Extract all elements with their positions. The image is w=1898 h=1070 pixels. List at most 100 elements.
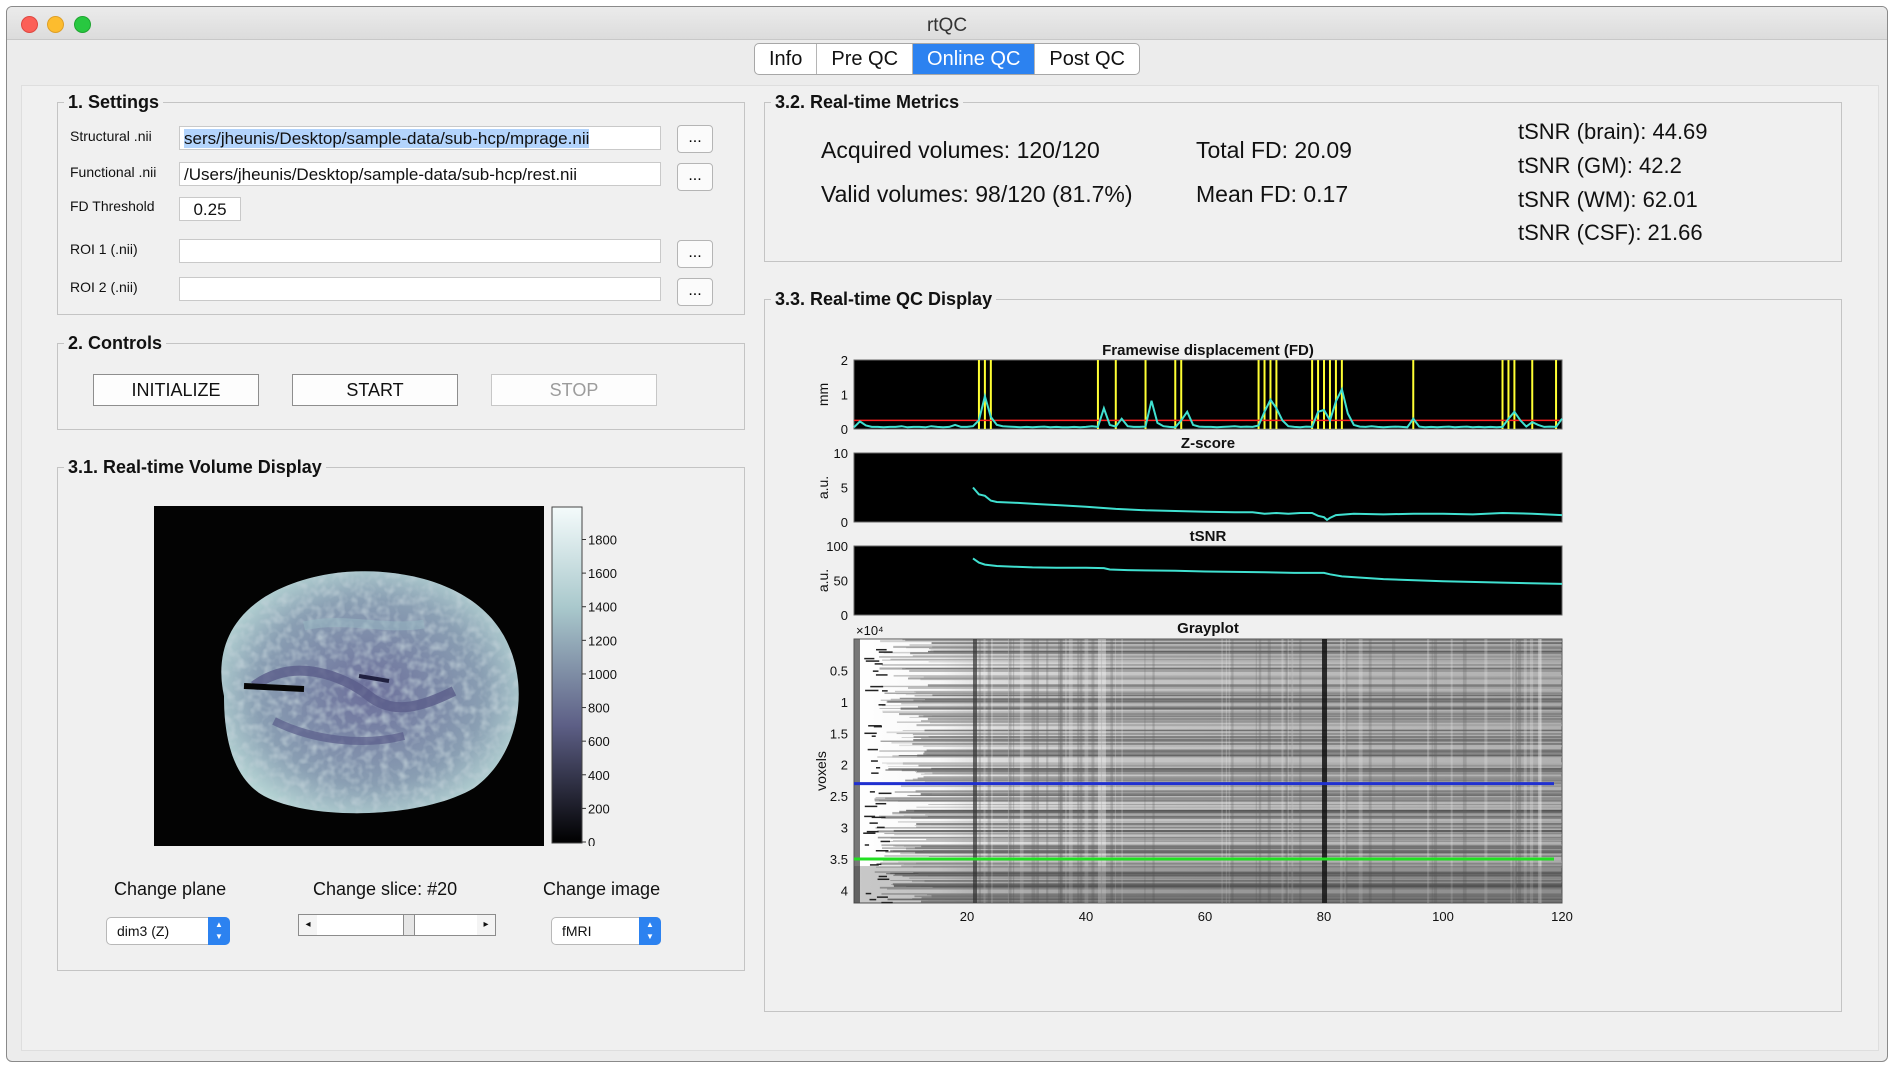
fd-ytick-label: 1: [841, 388, 848, 403]
stop-button[interactable]: STOP: [491, 374, 657, 406]
image-dropdown[interactable]: fMRI ▲ ▼: [551, 917, 661, 945]
colorbar-tick-label: 1800: [588, 533, 617, 548]
roi1-browse-button[interactable]: ...: [677, 240, 713, 268]
qc-plots: Framewise displacement (FD) 0 1 2 mm Z-score 0…: [765, 300, 1839, 1009]
grayplot-ytick-label: 1: [841, 695, 848, 710]
zscore-chart: Z-score0510a.u.: [815, 435, 1562, 530]
chevron-updown-icon: ▲ ▼: [639, 917, 661, 945]
slider-thumb[interactable]: [403, 915, 415, 935]
settings-title: 1. Settings: [64, 92, 163, 113]
zscore-title: Z-score: [1181, 435, 1235, 452]
tsnr-brain: tSNR (brain): 44.69: [1518, 119, 1708, 145]
grayplot-ytick-label: 1.5: [830, 726, 848, 741]
colorbar-tick-label: 600: [588, 734, 610, 749]
fd-ylabel: mm: [815, 383, 831, 406]
grayplot-ytick-label: 2: [841, 758, 848, 773]
grayplot-ylabel: voxels: [813, 751, 829, 791]
change-slice-label: Change slice: #20: [313, 879, 457, 900]
colorbar-tick-label: 1400: [588, 600, 617, 615]
window-title: rtQC: [7, 15, 1887, 37]
roi2-field[interactable]: [179, 277, 661, 301]
initialize-button[interactable]: INITIALIZE: [93, 374, 259, 406]
roi2-label: ROI 2 (.nii): [70, 279, 138, 295]
acquired-volumes: Acquired volumes: 120/120: [821, 137, 1100, 164]
colorbar-tick-label: 400: [588, 768, 610, 783]
slider-right-arrow-icon[interactable]: ▸: [477, 915, 495, 935]
grayplot-xtick-label: 60: [1198, 909, 1212, 924]
functional-field[interactable]: /Users/jheunis/Desktop/sample-data/sub-h…: [179, 162, 661, 186]
tsnr-wm: tSNR (WM): 62.01: [1518, 187, 1698, 213]
slice-slider[interactable]: ◂ ▸: [298, 914, 496, 936]
fd-threshold-field[interactable]: 0.25: [179, 197, 241, 221]
tab-online-qc[interactable]: Online QC: [913, 44, 1035, 74]
zscore-ytick-label: 5: [841, 481, 848, 496]
total-fd: Total FD: 20.09: [1196, 137, 1352, 164]
online-qc-panel: 1. Settings Structural .nii sers/jheunis…: [21, 85, 1879, 1051]
qc-display-group: 3.3. Real-time QC Display Framewise disp…: [764, 299, 1842, 1012]
grayplot-ytick-label: 3.5: [830, 852, 848, 867]
grayplot-chart: Grayplot 0.5 1 1.5 2 2.5 3 3.5 4 20 40 60 80 100 120 ×1…: [813, 620, 1573, 924]
fd-title: Framewise displacement (FD): [1102, 342, 1314, 359]
colorbar-tick-label: 1000: [588, 667, 617, 682]
colorbar: 1800 1600 1400 1200 1000 800 600 400 200 0: [551, 506, 641, 846]
structural-field[interactable]: sers/jheunis/Desktop/sample-data/sub-hcp…: [179, 126, 661, 150]
colorbar-tick-label: 200: [588, 801, 610, 816]
structural-label: Structural .nii: [70, 128, 152, 144]
functional-label: Functional .nii: [70, 164, 156, 180]
tsnr-plot-area: [854, 546, 1562, 615]
metrics-title: 3.2. Real-time Metrics: [771, 92, 963, 113]
tab-post-qc[interactable]: Post QC: [1035, 44, 1139, 74]
grayplot-ytick-label: 2.5: [830, 789, 848, 804]
slider-left-arrow-icon[interactable]: ◂: [299, 915, 317, 935]
functional-value: /Users/jheunis/Desktop/sample-data/sub-h…: [184, 165, 577, 184]
zscore-ytick-label: 0: [841, 515, 848, 530]
colorbar-tick-label: 0: [588, 835, 595, 846]
fd-ytick-label: 2: [841, 353, 848, 368]
grayplot-ytick-label: 3: [841, 821, 848, 836]
metrics-group: 3.2. Real-time Metrics Acquired volumes:…: [764, 102, 1842, 262]
fd-chart: Framewise displacement (FD) 0 1 2 mm: [815, 342, 1562, 437]
controls-group: 2. Controls INITIALIZE START STOP: [57, 343, 745, 430]
tab-bar: Info Pre QC Online QC Post QC: [754, 43, 1140, 75]
plane-dropdown[interactable]: dim3 (Z) ▲ ▼: [106, 917, 230, 945]
tab-pre-qc[interactable]: Pre QC: [817, 44, 913, 74]
valid-volumes: Valid volumes: 98/120 (81.7%): [821, 181, 1133, 208]
structural-browse-button[interactable]: ...: [677, 125, 713, 153]
brain-slice-image: [154, 506, 544, 846]
grayplot-ytick-label: 4: [841, 883, 848, 898]
grayplot-texture: [854, 639, 1562, 903]
plane-value: dim3 (Z): [117, 923, 169, 939]
start-button[interactable]: START: [292, 374, 458, 406]
tsnr-ylabel: a.u.: [815, 569, 831, 592]
roi1-field[interactable]: [179, 239, 661, 263]
tsnr-chart: tSNR 0 50 100 a.u.: [815, 528, 1562, 623]
structural-value: sers/jheunis/Desktop/sample-data/sub-hcp…: [184, 129, 589, 148]
title-bar: rtQC: [7, 7, 1887, 40]
controls-title: 2. Controls: [64, 333, 166, 354]
grayplot-xtick-label: 40: [1079, 909, 1093, 924]
fd-threshold-label: FD Threshold: [70, 198, 155, 214]
volume-display-title: 3.1. Real-time Volume Display: [64, 457, 326, 478]
zscore-ylabel: a.u.: [815, 476, 831, 499]
grayplot-yscale-label: ×10⁴: [856, 623, 884, 638]
grayplot-title: Grayplot: [1177, 620, 1239, 637]
grayplot-ytick-label: 0.5: [830, 663, 848, 678]
colorbar-tick-label: 1200: [588, 633, 617, 648]
grayplot-xtick-label: 20: [960, 909, 974, 924]
colorbar-ticks: 1800 1600 1400 1200 1000 800 600 400 200 0: [582, 533, 617, 847]
tsnr-ytick-label: 50: [834, 574, 848, 589]
settings-group: 1. Settings Structural .nii sers/jheunis…: [57, 102, 745, 315]
functional-browse-button[interactable]: ...: [677, 163, 713, 191]
tsnr-ytick-label: 100: [826, 539, 848, 554]
app-window: rtQC Info Pre QC Online QC Post QC 1. Se…: [6, 6, 1888, 1062]
volume-display-group: 3.1. Real-time Volume Display: [57, 467, 745, 971]
tsnr-gm: tSNR (GM): 42.2: [1518, 153, 1682, 179]
change-image-label: Change image: [543, 879, 660, 900]
tab-info[interactable]: Info: [755, 44, 817, 74]
chevron-updown-icon: ▲ ▼: [208, 917, 230, 945]
tsnr-ytick-label: 0: [841, 608, 848, 623]
mean-fd: Mean FD: 0.17: [1196, 181, 1348, 208]
roi2-browse-button[interactable]: ...: [677, 278, 713, 306]
grayplot-xtick-label: 120: [1551, 909, 1573, 924]
grayplot-xtick-label: 100: [1432, 909, 1454, 924]
